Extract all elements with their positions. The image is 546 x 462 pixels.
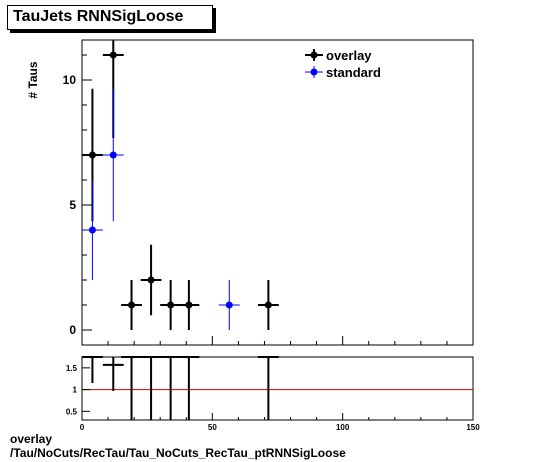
y-tick-label: 5 <box>69 198 76 212</box>
overlay-data-point <box>185 301 193 309</box>
ratio-x-tick-label: 0 <box>80 423 85 432</box>
legend-marker-standard <box>310 68 318 76</box>
overlay-data-point <box>264 301 272 309</box>
overlay-data-point <box>147 276 155 284</box>
overlay-data-point <box>167 301 175 309</box>
legend-marker-overlay <box>310 51 318 59</box>
ratio-x-tick-label: 50 <box>208 423 217 432</box>
standard-data-point <box>88 226 96 234</box>
main-plot-frame <box>81 39 474 346</box>
overlay-data-point <box>88 151 96 159</box>
ratio-y-tick-label: 1 <box>73 386 78 395</box>
ratio-y-tick-label: 1.5 <box>66 364 78 373</box>
standard-data-point <box>109 151 117 159</box>
ratio-x-tick-label: 100 <box>336 423 350 432</box>
title-box: TauJets RNNSigLoose <box>7 5 213 30</box>
legend-label-standard: standard <box>326 65 381 80</box>
legend-label-overlay: overlay <box>326 48 372 63</box>
footer-label: overlay <box>10 432 53 446</box>
ratio-x-tick-label: 150 <box>466 423 480 432</box>
y-tick-label: 0 <box>69 323 76 337</box>
footer-path: /Tau/NoCuts/RecTau/Tau_NoCuts_RecTau_ptR… <box>10 446 346 460</box>
overlay-data-point <box>109 51 117 59</box>
chart-title: TauJets RNNSigLoose <box>13 8 184 25</box>
ratio-y-tick-label: 0.5 <box>66 407 78 416</box>
ratio-plot-frame <box>81 356 474 421</box>
standard-data-point <box>225 301 233 309</box>
y-axis-label: # Taus <box>26 61 40 98</box>
overlay-data-point <box>128 301 136 309</box>
y-tick-label: 10 <box>63 73 77 87</box>
